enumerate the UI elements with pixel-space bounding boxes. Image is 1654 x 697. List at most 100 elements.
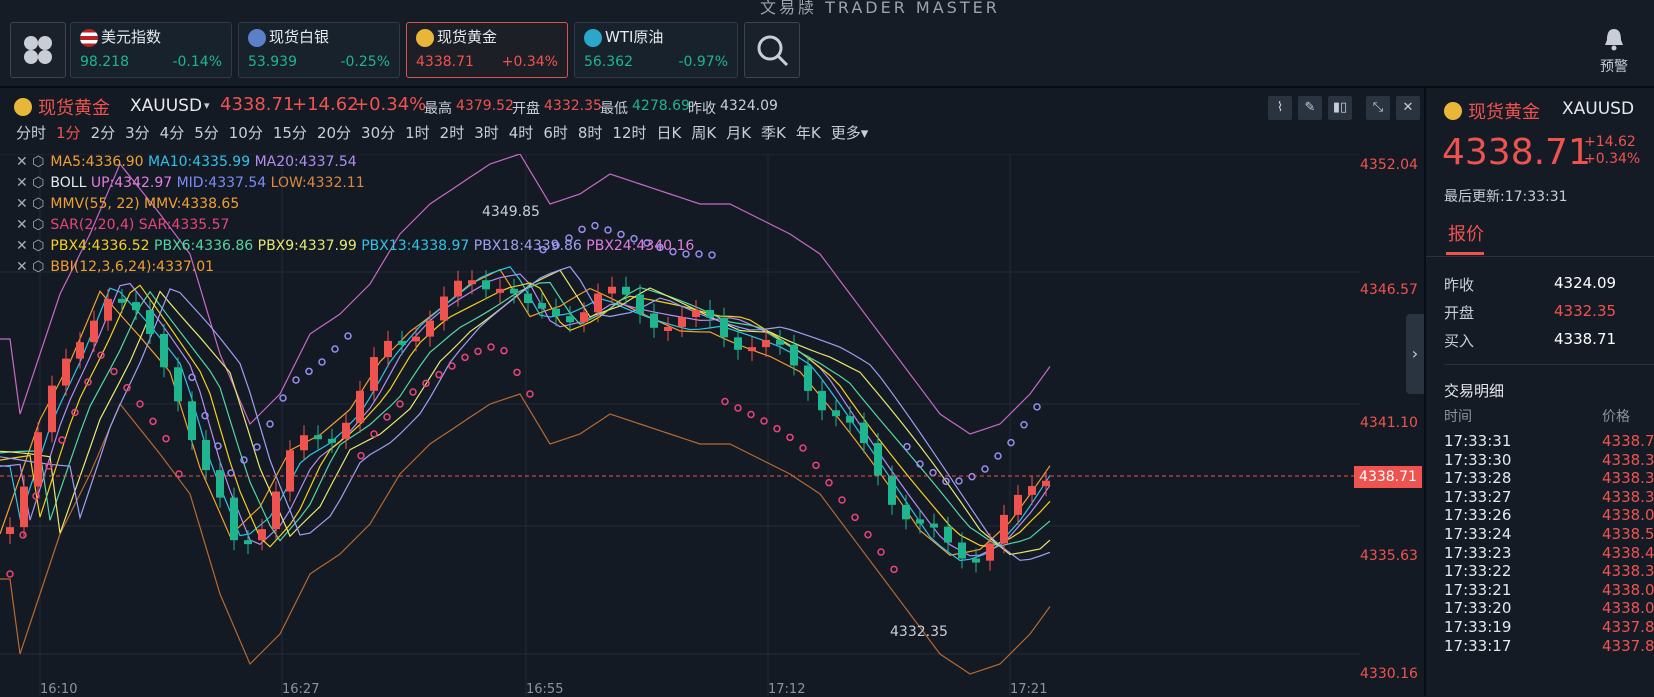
last-updated: 最后更新:17:33:31 [1444,189,1568,205]
close-icon[interactable]: ✕ ⬡ [16,175,45,191]
sar-dot [162,434,170,443]
candle-body [244,540,252,545]
quote-row: 昨收 4324.09 [1444,274,1617,294]
period-tab[interactable]: 月K [726,124,752,142]
collapse-button[interactable]: ⤡ [1366,96,1390,120]
period-tab[interactable]: 1分 [56,124,81,142]
silver-icon [248,29,266,47]
period-tab[interactable]: 日K [656,124,682,142]
sar-dot [19,531,27,539]
indicator-tool-button[interactable]: ⌇ [1268,96,1292,120]
period-tab[interactable]: 5分 [194,124,219,142]
sar-dot [71,408,79,417]
candle-body [20,486,28,528]
period-tab[interactable]: 8时 [577,124,603,142]
period-tab[interactable]: 15分 [272,124,307,142]
sar-dot [357,451,365,460]
sar-dot [656,243,664,252]
sar-dot [110,367,118,376]
expand-panel-button[interactable]: › [1406,314,1424,394]
period-tab[interactable]: 20分 [316,124,352,142]
close-icon[interactable]: ✕ ⬡ [16,238,45,254]
low-value: 4278.69 [632,98,690,114]
period-tab[interactable]: 12时 [612,124,647,142]
panel-price: 4338.71 [1442,132,1591,173]
symbol-name: 现货黄金 [38,98,110,119]
candle-body [384,340,392,358]
period-tab[interactable]: 2分 [90,124,116,142]
candlestick-chart[interactable]: 4349.85 4332.35 [0,154,1424,696]
close-chart-button[interactable]: ✕ [1396,96,1420,120]
draw-tool-button[interactable]: ✎ [1298,96,1322,120]
candle-type-button[interactable]: ▮▯ [1328,96,1352,120]
candles [6,270,1050,573]
candle-body [90,320,98,343]
candle-body [958,542,966,559]
axis-price-label: 4330.16 [1360,666,1418,682]
quote-panel: 现货黄金 XAUUSD 4338.71 +14.62 +0.34% 最后更新:1… [1424,88,1654,696]
sar-dot [6,570,14,578]
period-tab[interactable]: 季K [761,124,786,142]
ma-line [0,265,1051,561]
menu-grid-button[interactable] [10,22,66,78]
candle-body [300,435,308,451]
high-value: 4379.52 [456,98,514,114]
ma-line [0,282,1051,548]
period-tab[interactable]: 30分 [361,124,396,142]
close-icon[interactable]: ✕ ⬡ [16,196,45,212]
sar-dot [240,456,248,464]
header-pct: +0.34% [354,94,427,115]
ticker-change: +0.34% [501,54,558,70]
period-tab[interactable]: 周K [691,124,717,142]
time-label: 17:21 [1010,682,1048,697]
close-icon: ✕ [1402,100,1414,115]
sar-dot [500,346,508,355]
chevron-down-icon[interactable]: ▾ [204,99,210,112]
candle-body [34,432,42,487]
period-tab[interactable]: 2时 [439,124,465,142]
sar-dot [305,367,313,376]
period-tab[interactable]: 4时 [508,124,534,142]
indicator-row: ✕ ⬡ BOLL UP:4342.97 MID:4337.54 LOW:4332.… [16,175,365,191]
sar-dot [370,430,378,438]
period-tab[interactable]: 4分 [159,124,185,142]
period-tab[interactable]: 分时 [16,124,47,142]
sar-dot [1033,403,1041,411]
period-tab[interactable]: 6时 [543,124,568,142]
candle-body [916,519,924,524]
sar-dot [201,411,209,420]
search-button[interactable] [744,22,800,78]
ticker-tile-usd-index[interactable]: 美元指数 98.218 -0.14% [70,22,232,78]
candle-body [426,320,434,337]
period-tab[interactable]: 更多▾ [830,124,869,142]
sar-dot [994,452,1002,460]
sar-dot [58,436,66,444]
candle-body [202,440,210,471]
alert-button[interactable]: 预警 [1592,26,1636,76]
symbol-code[interactable]: XAUUSD [130,96,203,116]
candle-body [860,422,868,444]
sar-dot [136,400,144,408]
sar-dot [344,332,352,340]
ticker-tile-silver[interactable]: 现货白银 53.939 -0.25% [238,22,400,78]
close-icon[interactable]: ✕ ⬡ [16,217,45,233]
sar-dot [253,443,261,451]
ticker-name: 现货黄金 [437,28,498,46]
indicator-value: LOW:4332.11 [270,175,365,191]
period-tab[interactable]: 年K [795,124,821,142]
col-price: 价格 [1602,409,1630,425]
tab-quote[interactable]: 报价 [1448,224,1484,245]
period-tab[interactable]: 10分 [228,124,263,142]
close-icon[interactable]: ✕ ⬡ [16,259,45,275]
period-tab[interactable]: 3时 [474,124,499,142]
pencil-icon: ✎ [1304,100,1316,115]
close-icon[interactable]: ✕ ⬡ [16,154,45,170]
period-tab[interactable]: 1时 [405,124,430,142]
ticker-tile-wti[interactable]: WTI原油 56.362 -0.97% [574,22,738,78]
axis-price-label: 4341.10 [1360,415,1418,431]
sar-dot [851,513,859,522]
ticker-tile-gold[interactable]: 现货黄金 4338.71 +0.34% [406,22,568,78]
period-tab[interactable]: 3分 [125,124,150,142]
sar-dot [825,478,833,487]
